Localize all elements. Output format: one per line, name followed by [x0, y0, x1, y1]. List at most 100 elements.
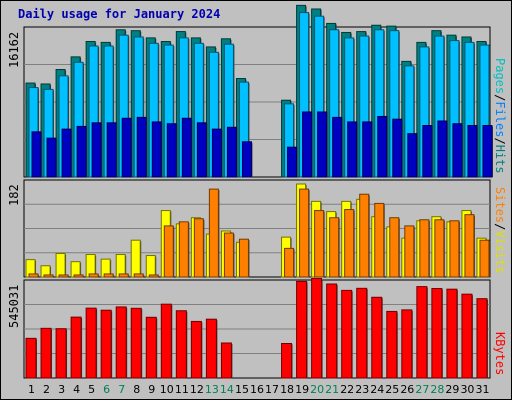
- bar-sites-day-20: [314, 210, 325, 278]
- bar-pages-day-14: [226, 126, 237, 178]
- bar-pages-day-29: [452, 123, 463, 178]
- x-tick-label-7: 7: [118, 383, 125, 396]
- x-tick-label-1: 1: [28, 383, 35, 396]
- hits-panel-legend: Pages/Files/Hits: [493, 58, 507, 174]
- bar-kbytes-day-26: [401, 309, 413, 379]
- x-tick-label-9: 9: [148, 383, 155, 396]
- bar-sites-day-23: [359, 193, 370, 278]
- bar-pages-day-23: [362, 121, 373, 178]
- x-tick-label-16: 16: [250, 383, 264, 396]
- bar-kbytes-day-3: [55, 328, 67, 379]
- bar-kbytes-day-12: [190, 320, 202, 379]
- bar-pages-day-28: [437, 120, 448, 178]
- x-tick-label-19: 19: [295, 383, 309, 396]
- bar-sites-day-5: [88, 273, 99, 278]
- bar-pages-day-20: [317, 111, 328, 178]
- bar-pages-day-6: [106, 122, 117, 178]
- bar-kbytes-day-19: [296, 280, 308, 379]
- bar-kbytes-day-6: [100, 309, 112, 379]
- legend-entry: Files: [493, 101, 507, 138]
- bar-sites-day-28: [434, 219, 445, 278]
- x-tick-label-29: 29: [445, 383, 459, 396]
- bar-kbytes-day-10: [160, 303, 172, 379]
- bar-kbytes-day-7: [115, 306, 127, 379]
- x-tick-label-14: 14: [220, 383, 234, 396]
- bar-pages-day-2: [46, 137, 57, 178]
- bar-kbytes-day-25: [386, 310, 398, 379]
- x-tick-label-11: 11: [175, 383, 189, 396]
- x-tick-label-2: 2: [43, 383, 50, 396]
- x-tick-label-13: 13: [205, 383, 219, 396]
- x-tick-label-28: 28: [430, 383, 444, 396]
- bar-sites-day-14: [223, 232, 234, 278]
- bar-sites-day-6: [103, 273, 114, 278]
- bar-pages-day-21: [332, 116, 343, 178]
- x-tick-label-26: 26: [400, 383, 414, 396]
- bar-visits-day-8: [130, 239, 141, 278]
- x-tick-label-6: 6: [103, 383, 110, 396]
- x-tick-label-18: 18: [280, 383, 294, 396]
- x-tick-label-25: 25: [385, 383, 399, 396]
- bar-kbytes-day-27: [416, 286, 428, 379]
- bar-kbytes-day-1: [25, 337, 37, 379]
- bar-sites-day-31: [479, 239, 490, 278]
- bar-kbytes-day-18: [281, 343, 293, 379]
- x-tick-label-5: 5: [88, 383, 95, 396]
- bar-kbytes-day-20: [311, 277, 323, 379]
- bar-pages-day-27: [422, 125, 433, 178]
- bar-pages-day-10: [166, 123, 177, 178]
- bar-pages-day-31: [482, 125, 493, 178]
- bar-kbytes-day-29: [446, 288, 458, 379]
- bar-kbytes-day-11: [175, 310, 187, 379]
- bar-sites-day-18: [284, 247, 295, 278]
- x-tick-label-27: 27: [415, 383, 429, 396]
- legend-entry: KBytes: [493, 332, 507, 376]
- bar-pages-day-22: [347, 121, 358, 178]
- bar-pages-day-30: [467, 125, 478, 178]
- bar-sites-day-2: [43, 274, 54, 278]
- bar-pages-day-12: [196, 122, 207, 178]
- bar-kbytes-day-24: [371, 296, 383, 379]
- bar-sites-day-8: [133, 273, 144, 278]
- bar-pages-day-24: [377, 115, 388, 178]
- x-tick-label-30: 30: [460, 383, 474, 396]
- bar-sites-day-26: [404, 225, 415, 278]
- chart-title: Daily usage for January 2024: [18, 7, 221, 21]
- legend-entry: Sites: [493, 187, 507, 224]
- bar-sites-day-15: [238, 238, 249, 278]
- x-tick-label-22: 22: [340, 383, 354, 396]
- bar-sites-day-12: [193, 218, 204, 278]
- kbytes-panel-max-label: 545031: [7, 284, 21, 328]
- bar-sites-day-11: [178, 221, 189, 278]
- bar-visits-day-3: [55, 252, 66, 278]
- bar-pages-day-8: [136, 116, 147, 178]
- visits-panel-legend: Sites/Visits: [493, 187, 507, 274]
- bar-pages-day-13: [211, 128, 222, 178]
- x-tick-label-15: 15: [235, 383, 249, 396]
- bar-kbytes-day-14: [220, 342, 232, 379]
- bar-pages-day-9: [151, 121, 162, 178]
- visits-panel-max-label: 182: [7, 184, 21, 206]
- x-tick-label-12: 12: [190, 383, 204, 396]
- bar-sites-day-27: [419, 219, 430, 278]
- x-tick-label-24: 24: [370, 383, 384, 396]
- bar-kbytes-day-23: [356, 287, 368, 379]
- x-tick-label-20: 20: [310, 383, 324, 396]
- bar-kbytes-day-13: [205, 318, 217, 379]
- hits-panel-max-label: 16162: [7, 31, 21, 68]
- bar-pages-day-7: [121, 117, 132, 178]
- bar-pages-day-11: [181, 117, 192, 178]
- bar-sites-day-24: [374, 202, 385, 278]
- kbytes-panel-legend: KBytes: [493, 332, 507, 375]
- legend-entry: Visits: [493, 230, 507, 275]
- legend-entry: Pages: [493, 58, 507, 95]
- bar-sites-day-22: [344, 209, 355, 278]
- bar-sites-day-25: [389, 217, 400, 278]
- bar-kbytes-day-30: [461, 293, 473, 379]
- x-tick-label-21: 21: [325, 383, 339, 396]
- bar-visits-day-9: [145, 255, 156, 278]
- bar-kbytes-day-8: [130, 307, 142, 379]
- bar-sites-day-10: [163, 225, 174, 278]
- bar-kbytes-day-21: [326, 283, 338, 379]
- bar-pages-day-26: [407, 133, 418, 178]
